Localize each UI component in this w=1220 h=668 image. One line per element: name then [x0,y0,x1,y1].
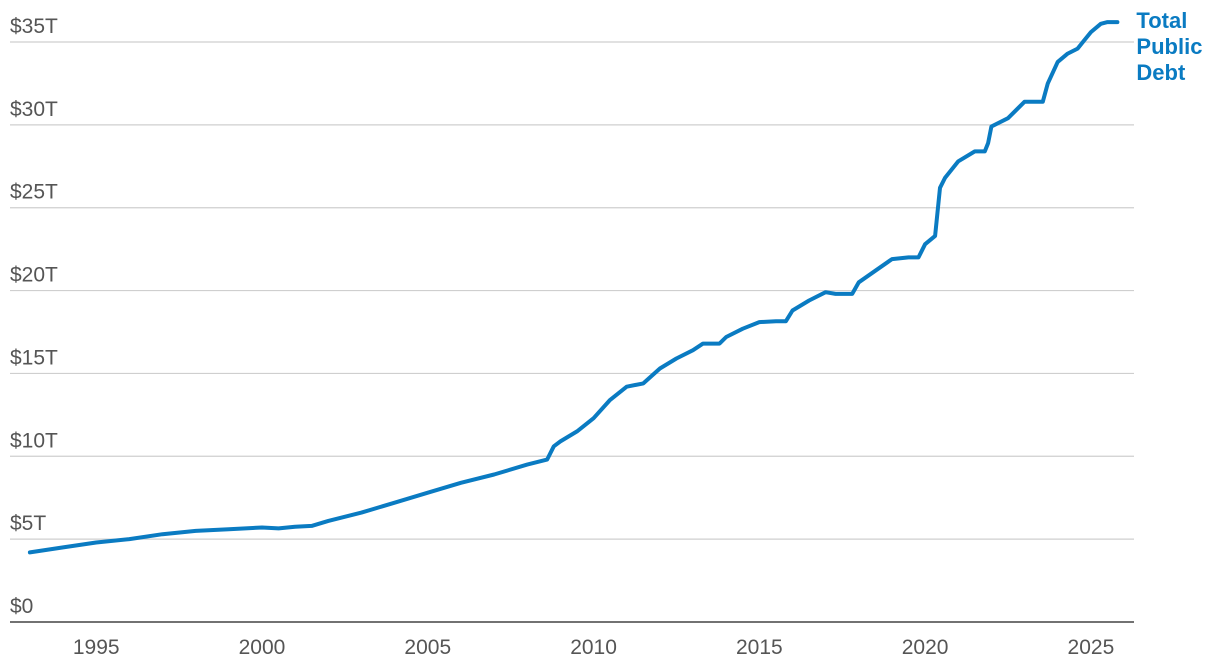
series-label: Total Public Debt [1136,8,1202,85]
x-tick-label: 2000 [239,636,286,659]
x-tick-label: 2015 [736,636,783,659]
gridlines [10,41,1134,540]
y-tick-label: $35T [10,15,58,38]
y-tick-label: $5T [10,512,46,535]
x-axis-tick-labels: 1995 2000 2005 2010 2015 2020 2025 [73,636,1114,659]
series-line-total-public-debt [27,20,1120,555]
series-label-total-public-debt: Total Public Debt [1136,8,1202,85]
series-layer [27,20,1120,555]
y-tick-label: $30T [10,98,58,121]
y-tick-label: $20T [10,264,58,287]
x-tick-label: 1995 [73,636,120,659]
y-axis-tick-labels: $0 $5T $10T $15T $20T $25T $30T $35T [10,15,58,618]
y-tick-label: $0 [10,595,33,618]
y-tick-label: $15T [10,346,58,369]
y-tick-label: $10T [10,429,58,452]
x-tick-label: 2005 [404,636,451,659]
y-tick-label: $25T [10,181,58,204]
x-tick-label: 2025 [1068,636,1115,659]
x-tick-label: 2010 [570,636,617,659]
x-tick-label: 2020 [902,636,949,659]
